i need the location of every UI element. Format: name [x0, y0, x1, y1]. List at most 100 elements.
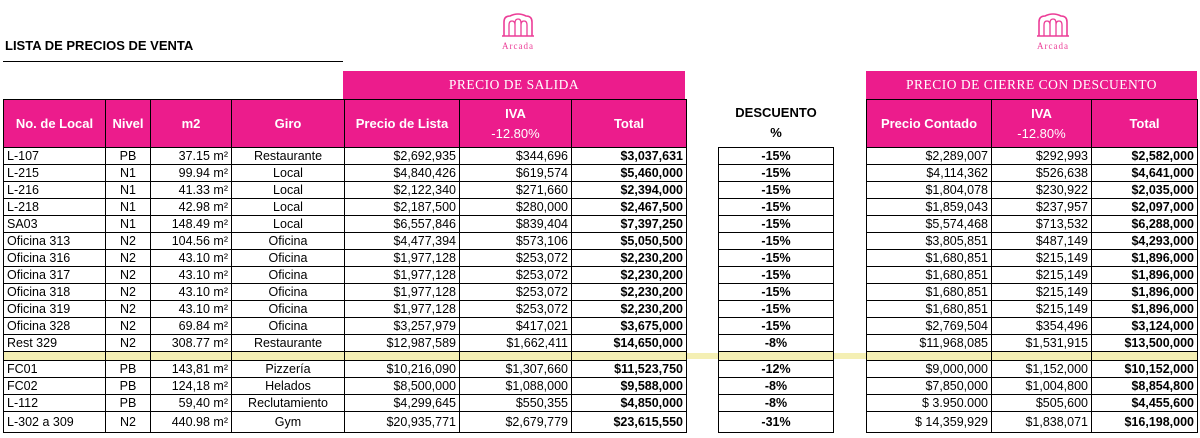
table-row: Oficina 317 N2 43.10 m² Oficina $1,977,128 $2…	[3, 266, 687, 284]
brand-logo-right: Arcada	[1023, 12, 1083, 51]
cell-total2: $3,124,000	[1091, 317, 1198, 335]
separator-row	[866, 351, 1198, 361]
table-row: Oficina 316 N2 43.10 m² Oficina $1,977,128 $2…	[3, 249, 687, 267]
cell-total2: $2,035,000	[1091, 181, 1198, 199]
discount-table: DESCUENTO % -15% -15% -15% -15% -15% -15% -15%…	[718, 99, 834, 433]
cell-m2: 43.10 m²	[150, 249, 232, 267]
cell-descuento: -12%	[718, 359, 834, 378]
cell-iva: $1,307,660	[459, 360, 572, 378]
cell-total: $23,615,550	[571, 411, 687, 433]
cell-iva2: $354,496	[991, 317, 1092, 335]
cell-descuento: -15%	[718, 299, 834, 318]
cell-nivel: N2	[105, 283, 151, 301]
arcade-logo-icon	[1037, 13, 1069, 37]
cell-precio-lista: $2,692,935	[344, 147, 460, 165]
cell-m2: 43.10 m²	[150, 300, 232, 318]
cell-precio-lista: $12,987,589	[344, 334, 460, 352]
cell-m2: 99.94 m²	[150, 164, 232, 182]
table-row: -8%	[718, 376, 834, 395]
cell-nivel: N1	[105, 198, 151, 216]
cell-total: $5,460,000	[571, 164, 687, 182]
cell-total: $2,467,500	[571, 198, 687, 216]
cell-precio-contado: $ 3.950.000	[866, 394, 992, 412]
cell-precio-lista: $10,216,090	[344, 360, 460, 378]
cell-local: Oficina 317	[3, 266, 106, 284]
separator-row	[3, 351, 687, 361]
header-descuento: DESCUENTO %	[718, 99, 834, 148]
cell-descuento: -15%	[718, 231, 834, 250]
cell-iva2: $505,600	[991, 394, 1092, 412]
header-iva-rate: -12.80%	[491, 125, 540, 141]
separator-cell	[1091, 351, 1198, 361]
cell-local: Oficina 313	[3, 232, 106, 250]
cell-local: Oficina 319	[3, 300, 106, 318]
cell-total2: $4,455,600	[1091, 394, 1198, 412]
table-row: $ 3.950.000 $505,600 $4,455,600	[866, 394, 1198, 412]
cell-local: Oficina 316	[3, 249, 106, 267]
cell-precio-lista: $3,257,979	[344, 317, 460, 335]
cell-precio-lista: $8,500,000	[344, 377, 460, 395]
cell-local: L-215	[3, 164, 106, 182]
table-row: $2,289,007 $292,993 $2,582,000	[866, 147, 1198, 165]
cell-descuento: -15%	[718, 282, 834, 301]
cell-local: SA03	[3, 215, 106, 233]
cell-descuento: -15%	[718, 265, 834, 284]
cell-iva: $1,088,000	[459, 377, 572, 395]
cell-giro: Oficina	[231, 317, 345, 335]
table-row: -15%	[718, 282, 834, 301]
cell-precio-contado: $4,114,362	[866, 164, 992, 182]
cell-m2: 143,81 m²	[150, 360, 232, 378]
separator-cell	[231, 351, 345, 361]
cell-local: FC02	[3, 377, 106, 395]
table-row: -15%	[718, 299, 834, 318]
cell-nivel: N2	[105, 300, 151, 318]
banner-precio-salida: PRECIO DE SALIDA	[343, 71, 685, 99]
table-row: L-216 N1 41.33 m² Local $2,122,340 $271,660 $2…	[3, 181, 687, 199]
cell-total2: $1,896,000	[1091, 249, 1198, 267]
cell-precio-lista: $4,477,394	[344, 232, 460, 250]
cell-precio-lista: $2,122,340	[344, 181, 460, 199]
header-precio-lista: Precio de Lista	[344, 99, 460, 148]
cell-descuento: -31%	[718, 410, 834, 433]
header-iva2: IVA -12.80%	[991, 99, 1092, 148]
table-row: $1,680,851 $215,149 $1,896,000	[866, 266, 1198, 284]
cell-m2: 42.98 m²	[150, 198, 232, 216]
separator-cell	[571, 351, 687, 361]
cell-descuento: -15%	[718, 180, 834, 199]
cell-local: Oficina 318	[3, 283, 106, 301]
cell-nivel: N1	[105, 181, 151, 199]
cell-precio-contado: $2,289,007	[866, 147, 992, 165]
cell-precio-contado: $1,680,851	[866, 249, 992, 267]
cell-giro: Helados	[231, 377, 345, 395]
separator-cell	[344, 351, 460, 361]
banner-precio-cierre: PRECIO DE CIERRE CON DESCUENTO	[866, 71, 1197, 99]
cell-local: L-112	[3, 394, 106, 412]
table-row: -15%	[718, 163, 834, 182]
price-list-table: No. de Local Nivel m2 Giro Precio de Lis…	[3, 99, 687, 433]
cell-iva2: $1,152,000	[991, 360, 1092, 378]
header-descuento-label: DESCUENTO	[735, 104, 817, 120]
cell-iva2: $1,531,915	[991, 334, 1092, 352]
cell-local: L-216	[3, 181, 106, 199]
cell-precio-contado: $5,574,468	[866, 215, 992, 233]
cell-iva: $1,662,411	[459, 334, 572, 352]
table-row: Oficina 328 N2 69.84 m² Oficina $3,257,979 $4…	[3, 317, 687, 335]
cell-iva: $280,000	[459, 198, 572, 216]
table-row: -15%	[718, 146, 834, 165]
header-iva2-rate: -12.80%	[1017, 125, 1066, 141]
cell-precio-contado: $1,680,851	[866, 300, 992, 318]
cell-iva: $573,106	[459, 232, 572, 250]
cell-local: Oficina 328	[3, 317, 106, 335]
separator-connector	[833, 353, 866, 359]
cell-precio-lista: $20,935,771	[344, 411, 460, 433]
table-row: -15%	[718, 197, 834, 216]
cell-local: FC01	[3, 360, 106, 378]
cell-iva: $550,355	[459, 394, 572, 412]
table-row: -8%	[718, 393, 834, 412]
table-row: -8%	[718, 333, 834, 352]
table-row: $2,769,504 $354,496 $3,124,000	[866, 317, 1198, 335]
cell-giro: Gym	[231, 411, 345, 433]
table-row: Oficina 318 N2 43.10 m² Oficina $1,977,128 $2…	[3, 283, 687, 301]
cell-m2: 37.15 m²	[150, 147, 232, 165]
cell-nivel: N1	[105, 215, 151, 233]
